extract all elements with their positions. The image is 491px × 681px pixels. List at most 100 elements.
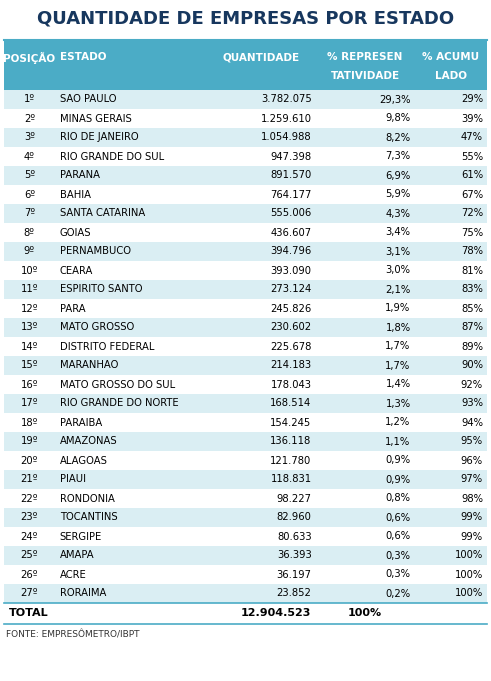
- Text: 100%: 100%: [455, 588, 483, 599]
- Text: 3.782.075: 3.782.075: [261, 95, 311, 104]
- Text: POSIÇÃO: POSIÇÃO: [3, 52, 55, 63]
- Text: 9º: 9º: [24, 247, 35, 257]
- Text: 6,9%: 6,9%: [385, 170, 410, 180]
- Bar: [4, 451, 487, 470]
- Text: 83%: 83%: [461, 285, 483, 294]
- Bar: [4, 261, 487, 280]
- Text: 7,3%: 7,3%: [385, 151, 410, 161]
- Bar: [4, 242, 487, 261]
- Text: 394.796: 394.796: [270, 247, 311, 257]
- Text: 0,3%: 0,3%: [385, 550, 410, 560]
- Text: 9,8%: 9,8%: [385, 114, 410, 123]
- Text: BAHIA: BAHIA: [60, 189, 91, 200]
- Text: 97%: 97%: [461, 475, 483, 484]
- Text: ESTADO: ESTADO: [60, 52, 106, 63]
- Text: SERGIPE: SERGIPE: [60, 531, 102, 541]
- Text: 6º: 6º: [24, 189, 35, 200]
- Text: 29%: 29%: [461, 95, 483, 104]
- Bar: [4, 40, 487, 90]
- Text: 136.118: 136.118: [270, 437, 311, 447]
- Text: PARAIBA: PARAIBA: [60, 417, 102, 428]
- Text: 93%: 93%: [461, 398, 483, 409]
- Text: MARANHAO: MARANHAO: [60, 360, 118, 370]
- Bar: [4, 299, 487, 318]
- Text: 764.177: 764.177: [270, 189, 311, 200]
- Text: 273.124: 273.124: [270, 285, 311, 294]
- Text: 36.197: 36.197: [276, 569, 311, 580]
- Text: 100%: 100%: [455, 550, 483, 560]
- Text: QUANTIDADE DE EMPRESAS POR ESTADO: QUANTIDADE DE EMPRESAS POR ESTADO: [37, 10, 454, 28]
- Text: 230.602: 230.602: [271, 323, 311, 332]
- Text: 1.054.988: 1.054.988: [261, 133, 311, 142]
- Bar: [4, 185, 487, 204]
- Text: 214.183: 214.183: [271, 360, 311, 370]
- Text: 90%: 90%: [461, 360, 483, 370]
- Text: QUANTIDADE: QUANTIDADE: [222, 52, 300, 63]
- Text: 178.043: 178.043: [271, 379, 311, 390]
- Text: 154.245: 154.245: [270, 417, 311, 428]
- Text: 16º: 16º: [21, 379, 38, 390]
- Bar: [4, 546, 487, 565]
- Text: AMAZONAS: AMAZONAS: [60, 437, 117, 447]
- Bar: [4, 337, 487, 356]
- Text: AMAPA: AMAPA: [60, 550, 94, 560]
- Text: 121.780: 121.780: [270, 456, 311, 466]
- Text: 81%: 81%: [461, 266, 483, 276]
- Bar: [4, 394, 487, 413]
- Text: 94%: 94%: [461, 417, 483, 428]
- Text: 22º: 22º: [21, 494, 38, 503]
- Text: TOCANTINS: TOCANTINS: [60, 513, 117, 522]
- Text: PARA: PARA: [60, 304, 85, 313]
- Text: 7º: 7º: [24, 208, 35, 219]
- Text: RIO GRANDE DO NORTE: RIO GRANDE DO NORTE: [60, 398, 178, 409]
- Text: 15º: 15º: [21, 360, 38, 370]
- Text: 17º: 17º: [21, 398, 38, 409]
- Text: 25º: 25º: [21, 550, 38, 560]
- Text: 12.904.523: 12.904.523: [241, 609, 311, 618]
- Text: 87%: 87%: [461, 323, 483, 332]
- Bar: [4, 470, 487, 489]
- Bar: [4, 318, 487, 337]
- Text: 85%: 85%: [461, 304, 483, 313]
- Text: 1.259.610: 1.259.610: [261, 114, 311, 123]
- Text: 24º: 24º: [21, 531, 38, 541]
- Text: 0,2%: 0,2%: [385, 588, 410, 599]
- Bar: [4, 584, 487, 603]
- Text: 10º: 10º: [21, 266, 38, 276]
- Text: 99%: 99%: [461, 513, 483, 522]
- Text: 436.607: 436.607: [271, 227, 311, 238]
- Text: 891.570: 891.570: [270, 170, 311, 180]
- Text: 1,9%: 1,9%: [385, 304, 410, 313]
- Text: 67%: 67%: [461, 189, 483, 200]
- Text: 8º: 8º: [24, 227, 35, 238]
- Text: PERNAMBUCO: PERNAMBUCO: [60, 247, 131, 257]
- Text: 1,2%: 1,2%: [385, 417, 410, 428]
- Bar: [4, 527, 487, 546]
- Text: 14º: 14º: [21, 341, 38, 351]
- Text: 18º: 18º: [21, 417, 38, 428]
- Bar: [4, 147, 487, 166]
- Text: ESPIRITO SANTO: ESPIRITO SANTO: [60, 285, 142, 294]
- Text: 78%: 78%: [461, 247, 483, 257]
- Text: 1º: 1º: [24, 95, 35, 104]
- Text: 80.633: 80.633: [277, 531, 311, 541]
- Text: 92%: 92%: [461, 379, 483, 390]
- Text: 5,9%: 5,9%: [385, 189, 410, 200]
- Text: MATO GROSSO DO SUL: MATO GROSSO DO SUL: [60, 379, 175, 390]
- Text: LADO: LADO: [435, 71, 467, 81]
- Text: RONDONIA: RONDONIA: [60, 494, 114, 503]
- Text: 39%: 39%: [461, 114, 483, 123]
- Text: 96%: 96%: [461, 456, 483, 466]
- Text: 23º: 23º: [21, 513, 38, 522]
- Text: TATIVIDADE: TATIVIDADE: [330, 71, 400, 81]
- Bar: [4, 166, 487, 185]
- Text: RORAIMA: RORAIMA: [60, 588, 106, 599]
- Text: 0,9%: 0,9%: [385, 456, 410, 466]
- Text: 3,4%: 3,4%: [385, 227, 410, 238]
- Text: GOIAS: GOIAS: [60, 227, 91, 238]
- Text: ACRE: ACRE: [60, 569, 86, 580]
- Text: 118.831: 118.831: [271, 475, 311, 484]
- Text: 89%: 89%: [461, 341, 483, 351]
- Text: RIO DE JANEIRO: RIO DE JANEIRO: [60, 133, 138, 142]
- Text: 8,2%: 8,2%: [385, 133, 410, 142]
